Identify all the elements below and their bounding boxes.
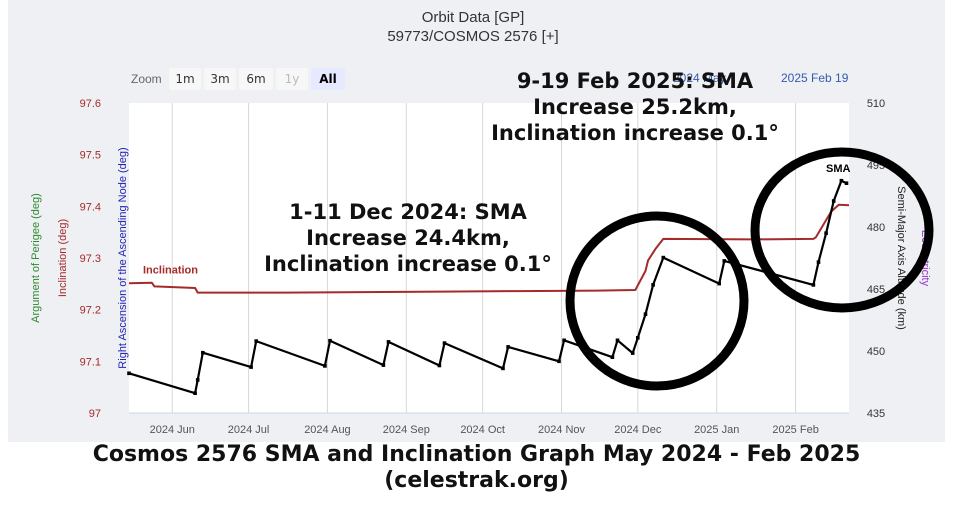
x-tick-label: 2024 Oct bbox=[460, 424, 505, 436]
annotation-dec-line-1: 1-11 Dec 2024: SMA bbox=[289, 200, 527, 224]
y-right-tick-label: 480 bbox=[867, 222, 885, 234]
sma-point bbox=[557, 359, 561, 364]
y-left-tick-label: 97.6 bbox=[80, 98, 101, 110]
y-axis-title-perigee: Argument of Perigee (deg) bbox=[30, 193, 42, 323]
zoom-label: Zoom bbox=[131, 72, 162, 86]
annotation-dec: 1-11 Dec 2024: SMA Increase 24.4km, Incl… bbox=[238, 199, 578, 277]
annotation-feb-line-1: 9-19 Feb 2025: SMA bbox=[516, 69, 754, 93]
y-left-tick-label: 97.2 bbox=[80, 305, 101, 317]
y-right-tick-label: 435 bbox=[867, 408, 885, 420]
sma-point bbox=[562, 338, 566, 343]
x-tick-label: 2024 Jun bbox=[150, 424, 195, 436]
y-axis-title-raan: Right Ascension of the Ascending Node (d… bbox=[117, 147, 129, 368]
sma-point bbox=[717, 281, 721, 286]
y-left-tick-label: 97.1 bbox=[80, 356, 101, 368]
y-right-tick-label: 510 bbox=[867, 98, 885, 110]
y-axis-title-eccentricity: Eccentricity bbox=[919, 230, 931, 287]
sma-point bbox=[386, 340, 391, 344]
y-right-tick-label: 465 bbox=[867, 284, 885, 296]
caption-line-1: Cosmos 2576 SMA and Inclination Graph Ma… bbox=[92, 442, 861, 467]
y-left-tick-label: 97.3 bbox=[80, 253, 101, 265]
x-tick-label: 2024 Dec bbox=[614, 424, 662, 436]
x-tick-label: 2025 Jan bbox=[694, 424, 739, 436]
sma-point bbox=[501, 366, 505, 371]
zoom-button-1m[interactable]: 1m bbox=[169, 68, 201, 90]
zoom-button-all[interactable]: All bbox=[311, 68, 345, 90]
sma-point bbox=[831, 199, 836, 203]
annotation-feb-line-3: Inclination increase 0.1° bbox=[491, 121, 779, 145]
zoom-button-1y: 1y bbox=[276, 68, 308, 90]
annotation-feb: 9-19 Feb 2025: SMA Increase 25.2km, Incl… bbox=[470, 68, 800, 146]
x-tick-label: 2024 Nov bbox=[538, 424, 586, 436]
sma-point bbox=[630, 351, 635, 355]
zoom-button-6m[interactable]: 6m bbox=[239, 68, 273, 90]
sma-point bbox=[844, 181, 849, 185]
range-from[interactable]: 2024 May bbox=[673, 71, 726, 85]
y-right-tick-label: 450 bbox=[867, 346, 885, 358]
series-label-sma: SMA bbox=[826, 163, 851, 175]
sma-point bbox=[824, 231, 828, 235]
caption-line-2: (celestrak.org) bbox=[384, 468, 569, 493]
chart-title: Orbit Data [GP] bbox=[422, 9, 525, 26]
sma-point bbox=[328, 338, 332, 343]
sma-point bbox=[816, 260, 821, 264]
sma-point bbox=[651, 283, 655, 287]
sma-point bbox=[193, 391, 197, 395]
annotation-dec-line-2: Increase 24.4km, bbox=[306, 226, 510, 250]
y-left-tick-label: 97 bbox=[89, 408, 101, 420]
sma-point bbox=[506, 345, 510, 349]
y-axis-title-sma: Semi-Major Axis Altitude (km) bbox=[895, 186, 907, 330]
sma-point bbox=[722, 259, 727, 263]
annotation-feb-line-2: Increase 25.2km, bbox=[533, 95, 737, 119]
sma-point bbox=[661, 255, 666, 260]
range-to[interactable]: 2025 Feb 19 bbox=[781, 71, 849, 85]
annotation-dec-line-3: Inclination increase 0.1° bbox=[264, 252, 552, 276]
sma-point bbox=[201, 350, 205, 355]
sma-point bbox=[811, 283, 816, 287]
y-left-tick-label: 97.5 bbox=[80, 150, 101, 162]
sma-point bbox=[254, 339, 258, 343]
y-right-tick-label: 495 bbox=[867, 160, 885, 172]
y-left-tick-label: 97.4 bbox=[80, 201, 101, 213]
sma-point bbox=[643, 312, 648, 316]
series-label-inclination: Inclination bbox=[143, 264, 198, 276]
x-tick-label: 2024 Sep bbox=[383, 424, 430, 436]
sma-point bbox=[195, 378, 200, 382]
x-tick-label: 2024 Jul bbox=[228, 424, 270, 436]
sma-point bbox=[437, 363, 442, 368]
x-tick-label: 2024 Aug bbox=[304, 424, 351, 436]
sma-point bbox=[442, 341, 447, 345]
sma-point bbox=[610, 355, 615, 359]
sma-point bbox=[249, 365, 253, 369]
x-tick-label: 2025 Feb bbox=[772, 424, 818, 436]
sma-point bbox=[615, 338, 620, 343]
sma-point bbox=[636, 336, 640, 340]
sma-point bbox=[127, 371, 131, 376]
sma-point bbox=[839, 178, 844, 183]
zoom-button-3m[interactable]: 3m bbox=[204, 68, 236, 90]
sma-point bbox=[381, 363, 386, 367]
chart-subtitle: 59773/COSMOS 2576 [+] bbox=[387, 28, 558, 45]
y-axis-title-inclination: Inclination (deg) bbox=[57, 219, 69, 297]
sma-point bbox=[323, 364, 327, 368]
